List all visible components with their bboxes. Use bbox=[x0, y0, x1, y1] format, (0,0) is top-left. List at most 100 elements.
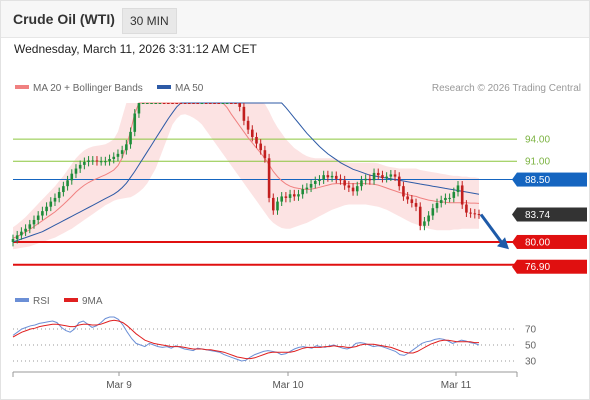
candle-body bbox=[435, 203, 439, 209]
candle-body bbox=[259, 143, 262, 151]
candle-body bbox=[11, 239, 15, 242]
candle-body bbox=[112, 156, 116, 159]
candle-body bbox=[74, 168, 78, 174]
candle-body bbox=[167, 103, 170, 104]
time-tick-label-mar-11: Mar 11 bbox=[441, 380, 472, 391]
candle-body bbox=[230, 103, 233, 104]
candle-body bbox=[99, 161, 103, 163]
level-label-88-50: 88.50 bbox=[525, 175, 550, 186]
candle-body bbox=[351, 187, 355, 192]
legend-swatch-9ma bbox=[64, 298, 78, 302]
ma50-line bbox=[12, 102, 480, 243]
candle-body bbox=[339, 178, 342, 181]
candle-body bbox=[255, 136, 258, 144]
candle-body bbox=[183, 103, 187, 104]
candle-body bbox=[234, 103, 237, 104]
level-tag-88-50 bbox=[517, 172, 587, 187]
candle-body bbox=[24, 228, 27, 232]
candle-body bbox=[125, 144, 128, 151]
candle-body bbox=[32, 219, 36, 225]
candle-body bbox=[347, 185, 351, 188]
candle-body bbox=[410, 199, 414, 204]
level-label-83-74: 83.74 bbox=[525, 210, 550, 221]
candle-body bbox=[133, 113, 137, 132]
candle-body bbox=[322, 175, 325, 180]
candle-body bbox=[431, 208, 435, 216]
candle-body bbox=[389, 174, 393, 177]
chart-datetime: Wednesday, March 11, 2026 3:31:12 AM CET bbox=[14, 42, 257, 56]
candle-body bbox=[297, 194, 300, 197]
price-chart-svg: MA 20 + Bollinger Bands MA 50 Research ©… bbox=[11, 83, 587, 391]
price-layer: 94.00 91.00 88.50 83.74 80.00 76.90 bbox=[11, 102, 587, 274]
legend-swatch-ma20 bbox=[15, 85, 29, 89]
candle-body bbox=[171, 103, 174, 104]
candle-body bbox=[150, 103, 153, 104]
rsi-layer: 70 50 30 bbox=[12, 316, 537, 368]
level-tag-notch bbox=[512, 234, 517, 249]
legend-label-rsi: RSI bbox=[33, 296, 50, 307]
candle-body bbox=[179, 103, 183, 104]
rsi-line bbox=[12, 316, 480, 362]
forecast-arrow-head bbox=[497, 237, 509, 250]
candle-body bbox=[372, 172, 376, 181]
candle-body bbox=[456, 185, 460, 193]
candle-body bbox=[318, 179, 321, 182]
level-label-76-90: 76.90 bbox=[525, 262, 550, 273]
candle-body bbox=[381, 175, 384, 179]
candle-body bbox=[78, 164, 82, 169]
candle-body bbox=[188, 103, 191, 104]
instrument-title: Crude Oil (WTI) bbox=[13, 11, 115, 27]
level-tag-76-90 bbox=[517, 259, 587, 274]
candle-body bbox=[276, 201, 279, 211]
level-label-91-00: 91.00 bbox=[525, 157, 550, 168]
candle-body bbox=[196, 103, 200, 104]
candle-body bbox=[116, 153, 120, 157]
candle-body bbox=[15, 235, 19, 240]
level-tag-notch bbox=[512, 172, 517, 187]
candle-body bbox=[280, 196, 283, 202]
timeframe-button[interactable]: 30 MIN bbox=[122, 8, 177, 34]
candle-body bbox=[330, 175, 334, 178]
candle-body bbox=[368, 178, 372, 181]
candle-body bbox=[477, 214, 481, 216]
candle-body bbox=[70, 173, 74, 181]
candle-body bbox=[301, 189, 304, 195]
main-legend: MA 20 + Bollinger Bands MA 50 bbox=[15, 83, 204, 94]
candle-body bbox=[36, 215, 40, 220]
candle-body bbox=[41, 211, 44, 216]
candle-body bbox=[305, 187, 309, 190]
level-tag-83-74 bbox=[517, 207, 587, 222]
rsi-tick-70: 70 bbox=[525, 325, 537, 336]
candle-body bbox=[20, 231, 23, 236]
candle-body bbox=[263, 150, 267, 159]
candle-body bbox=[355, 186, 359, 192]
time-axis: Mar 9 Mar 10 Mar 11 bbox=[12, 371, 518, 391]
candle-body bbox=[309, 183, 313, 188]
rsi-ma-line bbox=[12, 319, 479, 360]
legend-label-9ma: 9MA bbox=[82, 296, 103, 307]
level-label-80-00: 80.00 bbox=[525, 237, 550, 248]
legend-swatch-rsi bbox=[15, 298, 29, 302]
rsi-legend: RSI 9MA bbox=[15, 296, 103, 307]
rsi-tick-30: 30 bbox=[525, 357, 537, 368]
candle-body bbox=[213, 103, 216, 104]
candle-body bbox=[271, 197, 275, 211]
candle-body bbox=[62, 186, 65, 193]
time-tick-label-mar-10: Mar 10 bbox=[272, 380, 304, 391]
candle-body bbox=[418, 206, 422, 226]
candle-body bbox=[292, 194, 296, 197]
candle-body bbox=[364, 178, 367, 181]
candle-body bbox=[66, 180, 69, 187]
candle-body bbox=[397, 176, 401, 187]
candle-body bbox=[221, 103, 225, 104]
candle-body bbox=[95, 160, 99, 162]
candle-body bbox=[313, 181, 317, 184]
level-tag-notch bbox=[512, 259, 517, 274]
candle-body bbox=[250, 129, 254, 137]
candle-body bbox=[137, 103, 141, 114]
candle-body bbox=[439, 200, 443, 204]
candle-body bbox=[452, 192, 456, 198]
candle-body bbox=[326, 175, 330, 178]
candle-body bbox=[360, 180, 363, 187]
